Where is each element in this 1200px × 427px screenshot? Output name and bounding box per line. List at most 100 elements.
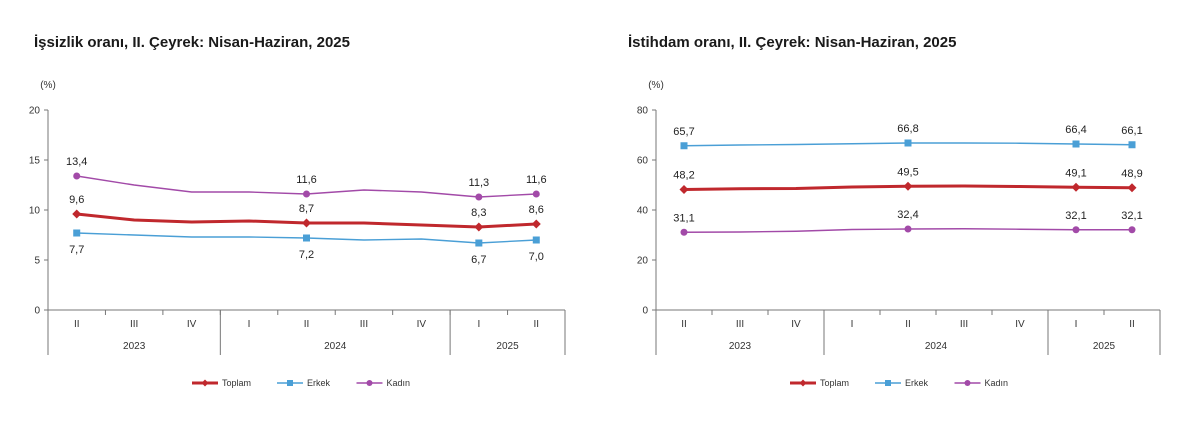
legend-entry: Erkek: [905, 378, 929, 388]
legend-marker: [885, 380, 891, 386]
data-point: [903, 181, 913, 191]
year-label: 2025: [496, 341, 519, 352]
legend-entry: Toplam: [222, 378, 251, 388]
year-label: 2024: [324, 341, 347, 352]
y-tick-label: 15: [29, 156, 41, 167]
data-point: [73, 229, 81, 237]
data-label: 6,7: [471, 254, 486, 266]
x-tick-label: I: [248, 319, 251, 330]
data-point: [1127, 183, 1137, 193]
data-label: 11,3: [469, 177, 490, 189]
data-label: 7,2: [299, 249, 314, 261]
legend-entry: Kadın: [387, 378, 411, 388]
y-tick-label: 40: [637, 206, 649, 217]
data-point: [475, 193, 483, 201]
x-tick-label: I: [1075, 319, 1078, 330]
data-point: [904, 139, 912, 147]
x-tick-label: II: [74, 319, 80, 330]
legend-marker: [366, 380, 373, 386]
x-tick-label: II: [533, 319, 539, 330]
data-point: [680, 228, 688, 236]
y-unit-label: (%): [40, 80, 56, 91]
data-label: 13,4: [66, 156, 87, 168]
x-tick-label: IV: [417, 319, 427, 330]
legend-marker: [964, 380, 971, 386]
data-point: [904, 225, 912, 233]
data-point: [302, 218, 311, 228]
data-label: 32,1: [1121, 210, 1142, 222]
y-tick-label: 5: [34, 256, 40, 267]
y-tick-label: 0: [642, 306, 648, 317]
data-label: 9,6: [69, 194, 84, 206]
year-label: 2023: [729, 341, 752, 352]
y-tick-label: 20: [29, 106, 41, 117]
data-point: [303, 234, 310, 242]
data-point: [474, 222, 484, 232]
data-label: 32,4: [897, 209, 918, 221]
data-point: [680, 142, 688, 150]
legend-entry: Erkek: [307, 378, 331, 388]
y-tick-label: 0: [34, 306, 40, 317]
y-tick-label: 80: [637, 106, 649, 117]
data-point: [72, 209, 82, 219]
y-tick-label: 60: [637, 156, 649, 167]
y-tick-label: 20: [637, 256, 649, 267]
x-tick-label: IV: [1015, 319, 1025, 330]
data-label: 66,1: [1121, 125, 1142, 137]
x-tick-label: III: [736, 319, 744, 330]
data-point: [531, 219, 541, 229]
x-tick-label: II: [681, 319, 687, 330]
y-unit-label: (%): [648, 80, 664, 91]
x-tick-label: II: [1129, 319, 1135, 330]
data-label: 11,6: [296, 174, 317, 186]
data-point: [532, 190, 540, 198]
data-point: [1072, 226, 1080, 234]
x-tick-label: I: [851, 319, 854, 330]
legend-marker: [799, 379, 807, 387]
y-tick-label: 10: [29, 206, 41, 217]
data-label: 48,2: [673, 170, 694, 182]
data-label: 11,6: [526, 174, 547, 186]
legend-entry: Toplam: [820, 378, 849, 388]
data-label: 65,7: [673, 126, 694, 138]
chart-title: İstihdam oranı, II. Çeyrek: Nisan-Hazira…: [628, 34, 957, 51]
x-tick-label: IV: [187, 319, 197, 330]
employment-chart: İstihdam oranı, II. Çeyrek: Nisan-Hazira…: [600, 0, 1200, 427]
data-label: 8,3: [471, 207, 486, 219]
data-point: [1071, 182, 1081, 192]
data-label: 8,7: [299, 203, 314, 215]
data-point: [303, 190, 310, 198]
chart-title: İşsizlik oranı, II. Çeyrek: Nisan-Hazira…: [34, 34, 350, 51]
legend-marker: [201, 379, 209, 387]
data-label: 49,5: [897, 166, 918, 178]
data-label: 31,1: [673, 212, 694, 224]
data-label: 7,0: [529, 251, 544, 263]
year-label: 2024: [925, 341, 948, 352]
x-tick-label: I: [477, 319, 480, 330]
legend-marker: [287, 380, 293, 386]
data-label: 8,6: [529, 204, 544, 216]
data-label: 32,1: [1065, 210, 1086, 222]
x-tick-label: III: [130, 319, 138, 330]
x-tick-label: II: [905, 319, 911, 330]
data-point: [1072, 140, 1080, 148]
data-label: 7,7: [69, 244, 84, 256]
data-label: 66,4: [1065, 124, 1086, 136]
data-label: 48,9: [1121, 168, 1142, 180]
x-tick-label: IV: [791, 319, 801, 330]
data-label: 49,1: [1065, 167, 1086, 179]
x-tick-label: II: [304, 319, 310, 330]
unemployment-chart: İşsizlik oranı, II. Çeyrek: Nisan-Hazira…: [29, 34, 566, 388]
data-label: 66,8: [897, 123, 918, 135]
data-point: [73, 172, 81, 180]
data-point: [1128, 226, 1136, 234]
x-tick-label: III: [960, 319, 968, 330]
data-point: [475, 239, 483, 247]
legend-entry: Kadın: [985, 378, 1009, 388]
year-label: 2023: [123, 341, 146, 352]
data-point: [1128, 141, 1136, 149]
x-tick-label: III: [360, 319, 368, 330]
data-point: [679, 185, 689, 194]
